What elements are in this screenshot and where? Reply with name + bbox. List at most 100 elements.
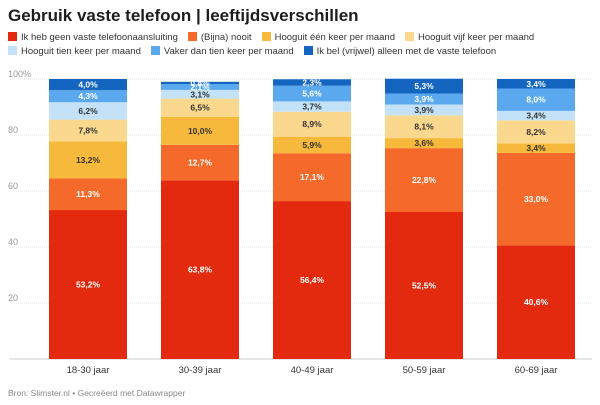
bar-segment [49,210,127,359]
y-tick-label: 60 [8,181,18,191]
data-label: 63,8% [188,265,213,275]
legend-label: Hooguit tien keer per maand [21,46,141,57]
legend-label: Vaker dan tien keer per maand [163,46,294,57]
data-label: 6,5% [190,103,210,113]
data-label: 3,4% [526,79,546,89]
data-label: 3,1% [190,89,210,99]
legend-swatch [187,32,197,41]
bar-segment [385,138,463,149]
chart-title: Gebruik vaste telefoon | leeftijdsversch… [8,6,359,25]
data-label: 8,1% [414,122,434,132]
data-label: 22,8% [412,175,437,185]
data-label: 12,7% [188,158,213,168]
data-label: 0,8% [190,78,210,88]
legend-item: (Bijna) nooit [187,31,252,45]
bar-segment [49,178,127,211]
legend-swatch [150,46,160,55]
bar-segment [497,79,575,89]
legend-swatch [8,32,17,41]
data-label: 3,4% [526,111,546,121]
data-label: 4,3% [78,91,98,101]
bar-segment [497,110,575,121]
bar-segment [385,115,463,139]
data-label: 11,3% [76,189,100,199]
bar-segment [497,152,575,246]
bar-segment [385,104,463,116]
bar-segment [49,90,127,103]
legend-label: Hooguit één keer per maand [274,32,395,43]
data-label: 3,6% [414,138,434,148]
data-label: 3,9% [414,105,434,115]
bar-segment [385,148,463,212]
bar-segment [273,201,351,359]
bar-segment [497,88,575,111]
data-label: 17,1% [300,172,325,182]
data-label: 53,2% [76,280,101,290]
x-category-label: 60-69 jaar [515,365,558,376]
bar-segment [161,98,239,117]
legend-label: Ik heb geen vaste telefoonaansluiting [21,32,178,43]
data-label: 2,1% [190,82,210,92]
bar-segment [385,93,463,105]
x-category-label: 18-30 jaar [67,365,110,376]
chart-legend: Ik heb geen vaste telefoonaansluiting (Bi… [8,31,593,59]
data-label: 10,0% [188,126,213,136]
data-label: 13,2% [76,155,101,165]
bar-segment [273,153,351,202]
data-label: 52,5% [412,281,437,291]
bar-segment [49,141,127,179]
bar-segment [161,84,239,90]
bar-segment [161,81,239,85]
legend-swatch [405,32,414,41]
x-category-label: 40-49 jaar [291,365,334,376]
legend-item: Hooguit tien keer per maand [8,45,141,59]
data-label: 3,9% [414,94,434,104]
bar-segment [497,120,575,144]
bar-segment [161,144,239,181]
bar-segment [385,212,463,359]
bar-segment [273,111,351,137]
legend-item: Hooguit vijf keer per maand [405,31,534,45]
bar-segment [497,245,575,359]
bar-segment [49,79,127,91]
legend-label: (Bijna) nooit [200,32,252,43]
x-category-label: 30-39 jaar [179,365,222,376]
source-note: Bron: Slimster.nl • Gecreëerd met Datawr… [8,388,186,398]
legend-swatch [261,32,271,41]
data-label: 6,2% [78,106,98,116]
bar-segment [497,143,575,153]
bar-segment [273,136,351,154]
legend-swatch [8,46,17,55]
data-label: 3,4% [526,143,546,153]
data-label: 5,9% [302,140,322,150]
data-label: 8,9% [302,119,322,129]
bar-segment [273,101,351,112]
legend-item: Ik bel (vrijwel) alleen met de vaste tel… [303,45,497,59]
bar-segment [161,180,239,359]
y-tick-label: 40 [8,237,18,247]
data-label: 3,7% [302,102,322,112]
data-label: 8,2% [526,127,546,137]
data-label: 40,6% [524,297,549,307]
bar-segment [161,116,239,145]
bar-segment [49,102,127,120]
bar-segment [385,78,463,94]
bar-segment [273,85,351,102]
x-category-label: 50-59 jaar [403,365,446,376]
legend-item: Hooguit één keer per maand [261,31,395,45]
legend-label: Ik bel (vrijwel) alleen met de vaste tel… [316,46,497,57]
legend-label: Hooguit vijf keer per maand [418,32,535,43]
y-tick-label: 100% [8,69,31,79]
bar-segment [273,79,351,86]
y-tick-label: 20 [8,293,18,303]
bar-segment [49,119,127,142]
data-label: 7,8% [78,126,98,136]
data-label: 33,0% [524,194,549,204]
data-label: 5,3% [414,81,434,91]
legend-item: Vaker dan tien keer per maand [150,45,294,59]
data-label: 5,6% [302,89,322,99]
legend-item: Ik heb geen vaste telefoonaansluiting [8,31,178,45]
legend-swatch [303,46,313,55]
y-tick-label: 80 [8,125,18,135]
